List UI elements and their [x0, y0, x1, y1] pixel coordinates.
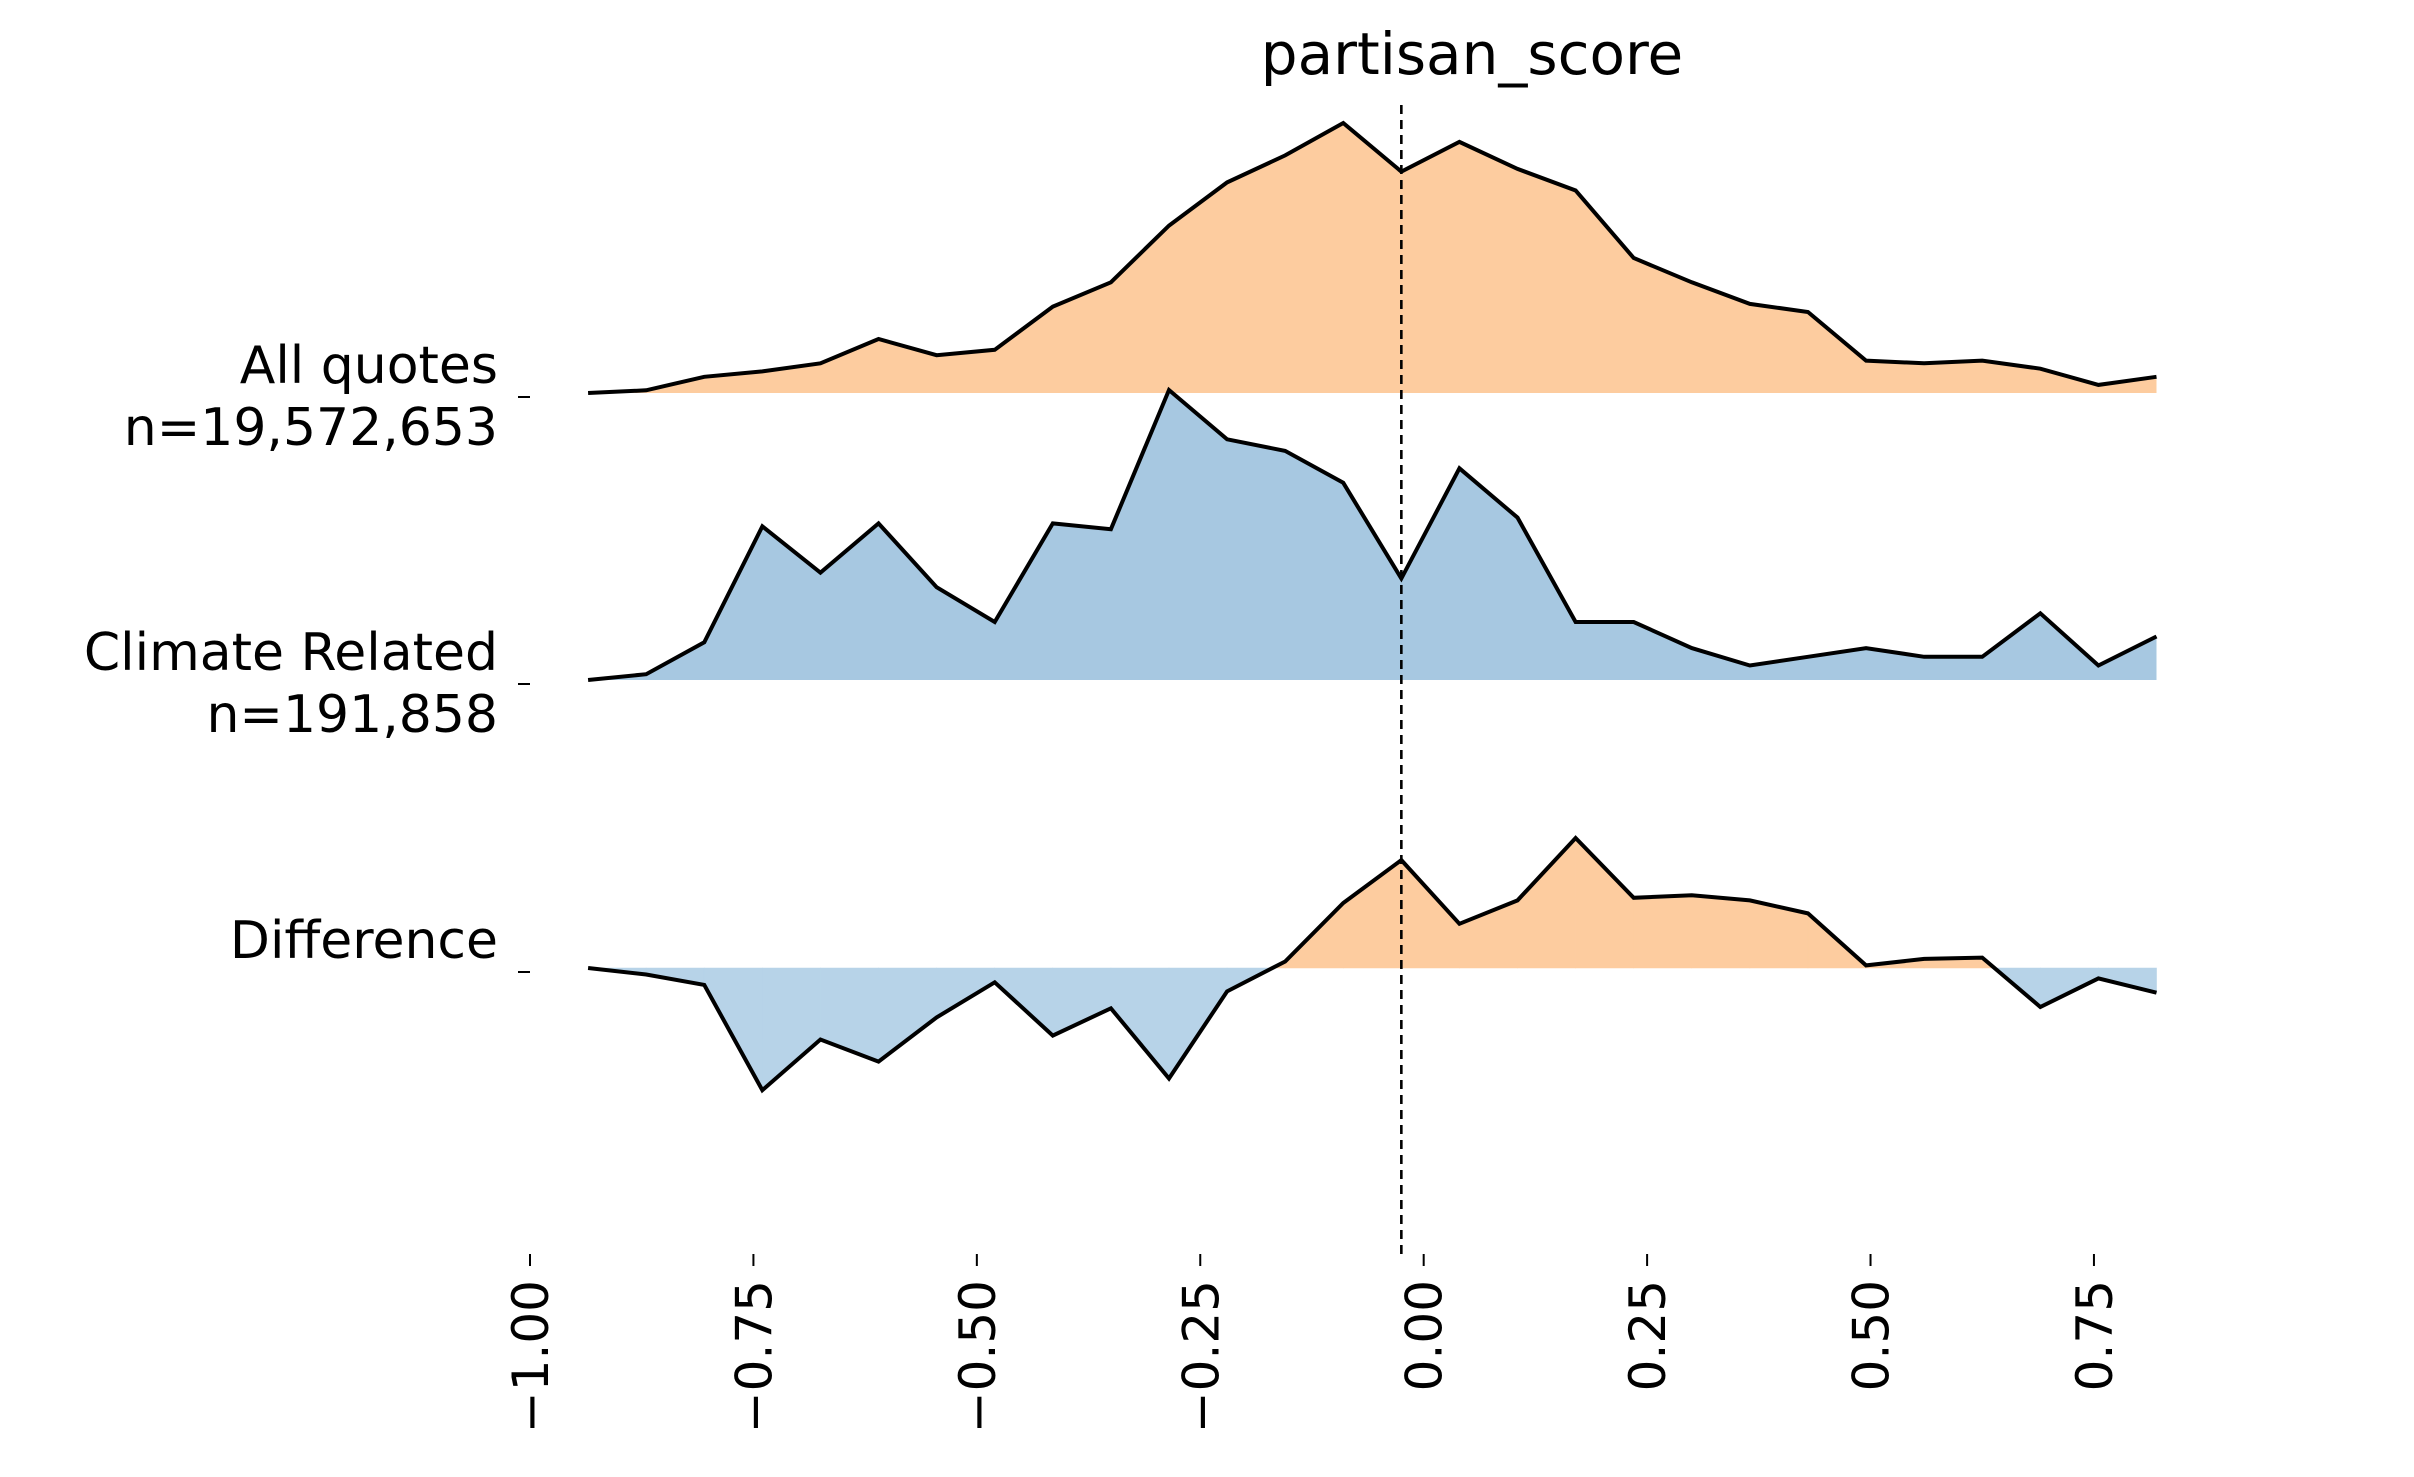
- x-tick-label: −0.25: [1172, 1280, 1230, 1433]
- ridge-label: n=191,858: [206, 685, 498, 745]
- difference-area-segment: [1110, 967, 1170, 1080]
- ridge-area-1: [588, 390, 2157, 680]
- chart-title: partisan_score: [1261, 20, 1683, 88]
- difference-area-segment: [2098, 967, 2157, 994]
- difference-area-segment: [1633, 894, 1693, 969]
- x-tick-label: −0.75: [725, 1280, 783, 1433]
- difference-area-segment: [1052, 967, 1112, 1037]
- difference-area-segment: [1575, 837, 1634, 969]
- x-tick-label: −1.00: [502, 1280, 560, 1433]
- ridge-label: n=19,572,653: [124, 398, 498, 458]
- x-axis: −1.00 −0.75 −0.50 −0.25 0.00 0.25 0.50 0.75: [502, 1254, 2124, 1433]
- x-tick-label: 0.50: [1843, 1280, 1901, 1391]
- ridge-label: All quotes: [240, 336, 498, 396]
- x-tick-label: 0.75: [2066, 1280, 2124, 1391]
- ridge-line-2: [587, 835, 2157, 1094]
- ridge-area-0: [588, 123, 2157, 393]
- ridge-label: Difference: [230, 911, 498, 971]
- chart-areas: [588, 123, 2157, 1091]
- difference-area-segment: [878, 967, 937, 1063]
- x-tick-label: 0.00: [1396, 1280, 1454, 1391]
- difference-area-segment: [1342, 859, 1402, 969]
- chart-lines: [587, 120, 2158, 1094]
- difference-area-segment: [1517, 837, 1576, 969]
- x-tick-label: −0.50: [949, 1280, 1007, 1433]
- ridge-line-0: [587, 120, 2157, 395]
- difference-area-segment: [1691, 894, 1751, 969]
- x-tick-label: 0.25: [1619, 1280, 1677, 1391]
- ridge-line-1: [587, 386, 2158, 682]
- difference-area-segment: [820, 967, 879, 1063]
- difference-area-segment: [762, 967, 821, 1091]
- ridge-label: Climate Related: [84, 623, 498, 683]
